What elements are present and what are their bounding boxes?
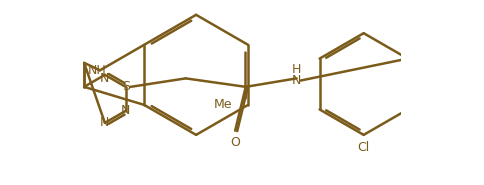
- Text: NH: NH: [88, 64, 106, 77]
- Text: N: N: [100, 116, 109, 129]
- Text: Cl: Cl: [358, 141, 370, 154]
- Text: O: O: [230, 136, 240, 149]
- Text: Me: Me: [214, 98, 232, 111]
- Text: H: H: [292, 63, 301, 76]
- Text: N: N: [292, 74, 301, 87]
- Text: N: N: [121, 104, 130, 117]
- Text: S: S: [121, 80, 130, 93]
- Text: N: N: [100, 72, 109, 85]
